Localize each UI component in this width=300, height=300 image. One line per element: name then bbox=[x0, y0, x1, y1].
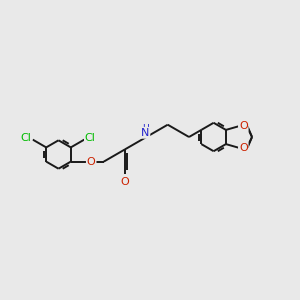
Text: H: H bbox=[142, 124, 148, 133]
Text: O: O bbox=[87, 157, 96, 166]
Text: N: N bbox=[141, 128, 149, 138]
Text: O: O bbox=[239, 143, 248, 153]
Text: Cl: Cl bbox=[21, 133, 32, 143]
Text: Cl: Cl bbox=[85, 133, 96, 143]
Text: O: O bbox=[121, 177, 130, 187]
Text: O: O bbox=[239, 121, 248, 131]
